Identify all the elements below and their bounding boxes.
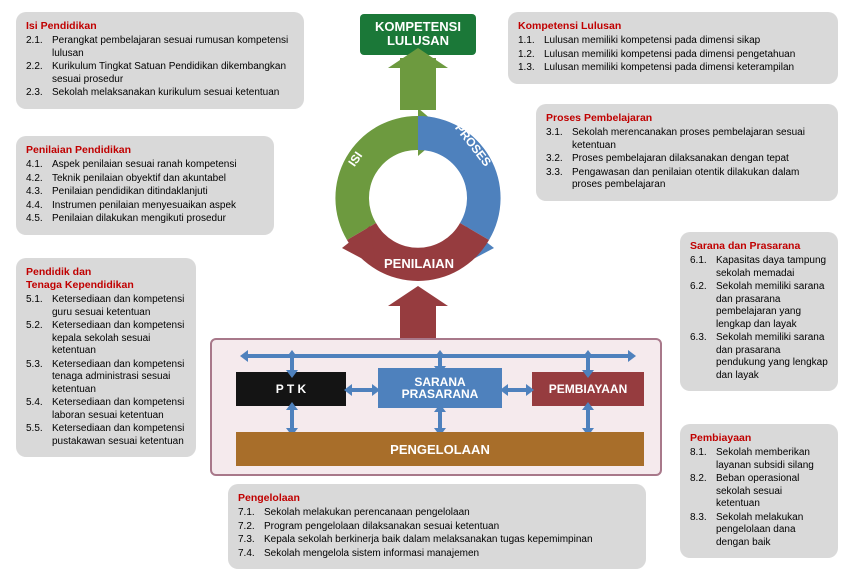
cycle-label-penilaian: PENILAIAN bbox=[384, 256, 454, 271]
box-isi: Isi Pendidikan 2.1.Perangkat pembelajara… bbox=[16, 12, 304, 109]
arrow-sarana-pembiayaan bbox=[508, 388, 526, 392]
box-penilaian: Penilaian Pendidikan 4.1.Aspek penilaian… bbox=[16, 136, 274, 235]
arrow-foundation-to-cycle-head bbox=[388, 286, 448, 306]
arrow-sarana-down bbox=[438, 412, 442, 428]
box-penilaian-title: Penilaian Pendidikan bbox=[26, 144, 264, 156]
box-sarana-title: Sarana dan Prasarana bbox=[690, 240, 828, 252]
box-isi-title: Isi Pendidikan bbox=[26, 20, 294, 32]
arrow-pembiayaan-down bbox=[586, 410, 590, 428]
box-pengelolaan-title: Pengelolaan bbox=[238, 492, 636, 504]
box-kompetensi-title: Kompetensi Lulusan bbox=[518, 20, 828, 32]
arrow-ptk-down bbox=[290, 410, 294, 428]
box-ptk-title1: Pendidik dan bbox=[26, 266, 186, 278]
arrow-sarana-up bbox=[438, 358, 442, 366]
box-pembiayaan-title: Pembiayaan bbox=[690, 432, 828, 444]
box-pembiayaan: Pembiayaan 8.1.Sekolah memberikan layana… bbox=[680, 424, 838, 558]
box-ptk: Pendidik dan Tenaga Kependidikan 5.1.Ket… bbox=[16, 258, 196, 457]
arrow-ptk-sarana bbox=[352, 388, 372, 392]
foundation-sarana: SARANA PRASARANA bbox=[378, 368, 502, 408]
arrow-ptk-up bbox=[290, 358, 294, 370]
arrow-up-to-title-head bbox=[388, 48, 448, 68]
box-proses: Proses Pembelajaran 3.1.Sekolah merencan… bbox=[536, 104, 838, 201]
foundation-pengelolaan: PENGELOLAAN bbox=[236, 432, 644, 466]
box-kompetensi: Kompetensi Lulusan 1.1.Lulusan memiliki … bbox=[508, 12, 838, 84]
box-pengelolaan: Pengelolaan 7.1.Sekolah melakukan perenc… bbox=[228, 484, 646, 569]
foundation-panel: P T K SARANA PRASARANA PEMBIAYAAN PENGEL… bbox=[210, 338, 662, 476]
box-proses-title: Proses Pembelajaran bbox=[546, 112, 828, 124]
box-sarana: Sarana dan Prasarana 6.1.Kapasitas daya … bbox=[680, 232, 838, 391]
box-ptk-title2: Tenaga Kependidikan bbox=[26, 279, 186, 291]
arrow-pembiayaan-up bbox=[586, 358, 590, 370]
